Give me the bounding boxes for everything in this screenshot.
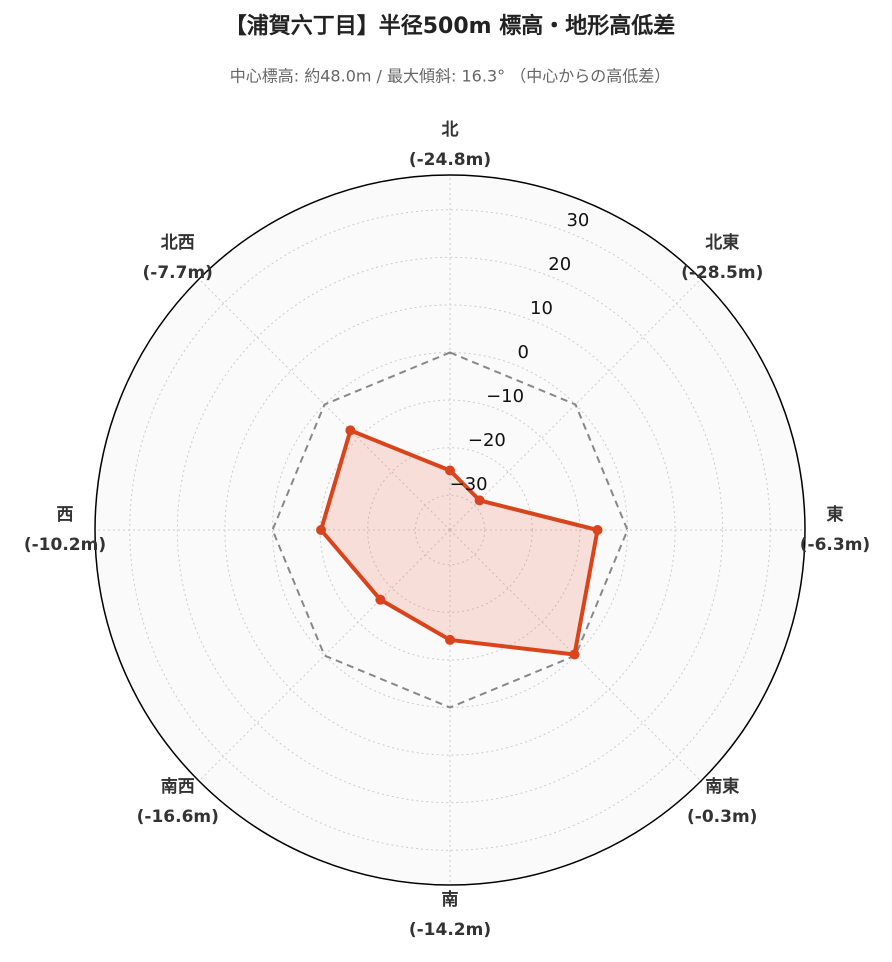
grid-spoke: [198, 278, 451, 531]
reference-line: [271, 351, 629, 709]
data-point: [445, 465, 455, 476]
grid-spoke: [449, 278, 702, 531]
grid-spoke: [198, 529, 451, 782]
category-value-label: (-10.2m): [24, 535, 106, 555]
category-label: 北西: [161, 233, 195, 253]
data-point: [375, 594, 386, 605]
chart-subtitle: 中心標高: 約48.0m / 最大傾斜: 16.3° （中心からの高低差）: [230, 67, 670, 86]
r-tick-label: −10: [486, 386, 524, 407]
r-tick-label: 10: [530, 298, 553, 319]
category-label: 南西: [161, 776, 195, 797]
category-value-label: (-7.7m): [143, 263, 213, 283]
grid-circle: [367, 447, 533, 613]
grid-circle: [414, 494, 486, 566]
r-tick-label: 30: [566, 210, 589, 231]
r-tick-label: 20: [548, 254, 571, 275]
plot-border: [94, 174, 806, 886]
category-value-label: (-24.8m): [409, 150, 491, 170]
data-point: [345, 425, 356, 436]
category-label: 東: [827, 504, 844, 525]
category-value-label: (-14.2m): [409, 920, 491, 940]
grid-circle: [176, 256, 724, 804]
category-value-label: (-28.5m): [681, 263, 763, 283]
category-label: 北東: [705, 232, 739, 253]
grid-circle: [319, 399, 581, 661]
category-label: 南: [442, 889, 459, 910]
data-point: [316, 525, 327, 535]
category-label: 西: [57, 505, 74, 525]
r-tick-label: −30: [450, 474, 488, 495]
category-label: 南東: [705, 776, 739, 797]
r-tick-label: 0: [518, 342, 529, 363]
category-value-label: (-16.6m): [137, 807, 219, 827]
category-value-label: (-6.3m): [800, 535, 870, 555]
category-value-label: (-0.3m): [687, 807, 757, 827]
data-point: [474, 495, 485, 506]
data-point: [569, 649, 580, 660]
chart-title: 【浦賀六丁目】半径500m 標高・地形高低差: [225, 13, 676, 39]
category-label: 北: [442, 120, 459, 140]
grid-spoke: [449, 529, 702, 782]
data-point: [592, 525, 603, 535]
r-tick-label: −20: [468, 430, 506, 451]
data-point: [445, 634, 455, 645]
